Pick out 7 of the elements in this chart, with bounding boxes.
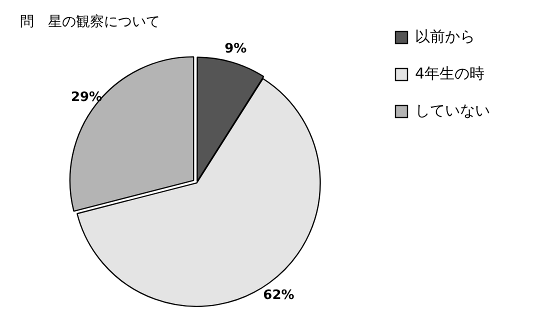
data-label: 29% [70,90,102,105]
chart-title: 問 星の観察について [20,14,160,30]
legend-label: 以前から [415,27,475,46]
data-label: 9% [224,41,247,56]
legend-label: していない [415,101,490,120]
data-label: 62% [263,288,294,304]
legend-label: 4年生の時 [415,64,485,82]
